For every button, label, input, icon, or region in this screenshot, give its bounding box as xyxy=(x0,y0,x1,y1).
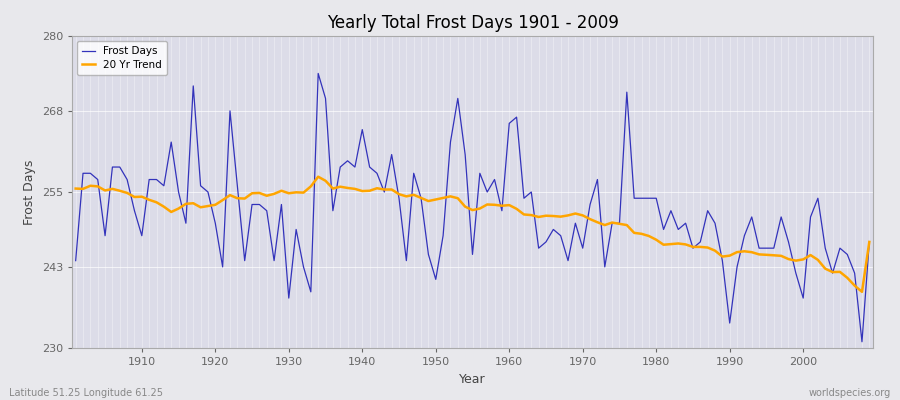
20 Yr Trend xyxy=(864,240,875,244)
20 Yr Trend xyxy=(70,186,81,191)
Frost Days xyxy=(129,208,140,213)
Line: Frost Days: Frost Days xyxy=(76,74,869,342)
Line: 20 Yr Trend: 20 Yr Trend xyxy=(76,177,869,292)
20 Yr Trend xyxy=(313,174,324,179)
20 Yr Trend xyxy=(504,203,515,208)
20 Yr Trend xyxy=(511,206,522,211)
Frost Days xyxy=(599,264,610,269)
Frost Days xyxy=(70,258,81,263)
Frost Days xyxy=(313,71,324,76)
Frost Days xyxy=(504,121,515,126)
Y-axis label: Frost Days: Frost Days xyxy=(23,159,36,225)
Frost Days xyxy=(864,240,875,244)
Title: Yearly Total Frost Days 1901 - 2009: Yearly Total Frost Days 1901 - 2009 xyxy=(327,14,618,32)
Frost Days xyxy=(511,115,522,120)
Text: Latitude 51.25 Longitude 61.25: Latitude 51.25 Longitude 61.25 xyxy=(9,388,163,398)
20 Yr Trend xyxy=(342,186,353,190)
Frost Days xyxy=(291,227,302,232)
Frost Days xyxy=(857,339,868,344)
20 Yr Trend xyxy=(857,290,868,294)
20 Yr Trend xyxy=(129,194,140,199)
20 Yr Trend xyxy=(599,223,610,228)
Text: worldspecies.org: worldspecies.org xyxy=(809,388,891,398)
Legend: Frost Days, 20 Yr Trend: Frost Days, 20 Yr Trend xyxy=(77,41,167,75)
20 Yr Trend xyxy=(291,190,302,195)
Frost Days xyxy=(342,158,353,163)
X-axis label: Year: Year xyxy=(459,372,486,386)
